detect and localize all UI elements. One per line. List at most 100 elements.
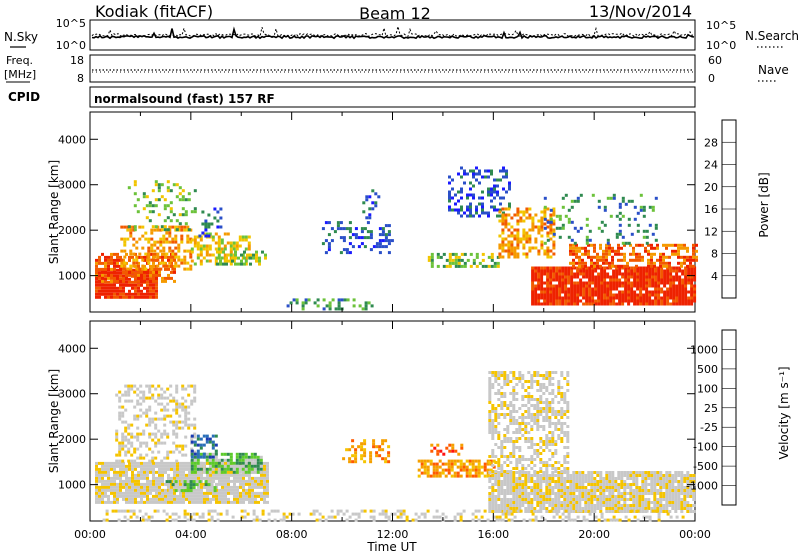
velocity-cell [626,474,630,477]
power-cell [150,267,154,271]
velocity-cell [250,470,254,474]
power-cell [146,270,149,274]
velocity-cell [542,407,546,410]
velocity-cell [172,423,176,427]
velocity-cell [515,501,519,504]
velocity-cell [193,387,197,391]
power-cell [122,276,125,280]
power-cell [170,261,173,265]
velocity-cell [539,501,543,504]
velocity-cell [149,485,152,489]
velocity-cell [632,507,636,510]
power-cell [639,275,643,279]
velocity-cell [98,491,101,495]
velocity-cell [448,443,452,447]
velocity-cell [115,432,119,436]
power-cell [184,213,188,217]
velocity-cell [545,371,549,374]
power-cell [110,286,113,290]
power-cell [543,196,547,200]
velocity-cell [211,455,215,459]
velocity-cell [545,510,549,513]
velocity-cell [521,480,525,483]
velocity-cell [191,476,194,480]
power-cell [543,249,547,253]
power-cell [543,210,547,214]
velocity-cell [197,476,200,480]
power-cell [654,302,658,306]
velocity-cell [551,486,555,489]
power-cell [630,266,634,270]
velocity-cell [224,476,227,480]
velocity-cell [512,507,516,510]
velocity-cell [500,498,504,501]
power-cell [603,266,607,270]
power-cell [137,270,140,274]
velocity-cell [527,492,531,495]
power-cell [531,275,535,279]
power-cell [633,302,637,306]
velocity-cell [635,486,639,489]
power-cell [603,284,607,288]
velocity-cell [205,458,209,462]
velocity-cell [110,479,113,483]
power-cell [202,247,206,251]
velocity-cell [238,452,242,456]
velocity-cell [101,461,104,465]
power-cell [205,232,209,236]
velocity-cell [233,488,236,492]
velocity-cell [140,470,143,474]
velocity-cell [163,417,167,421]
power-cell [339,236,343,240]
power-cell [564,272,568,276]
velocity-cell [587,507,591,510]
power-cell [621,266,625,270]
velocity-cell [614,501,618,504]
velocity-cell [483,468,487,472]
power-cell [116,258,119,262]
velocity-cell [674,495,678,498]
power-cell [540,275,544,279]
velocity-cell [662,480,666,483]
power-cell [639,208,643,212]
power-cell [684,266,688,270]
velocity-cell [227,485,230,489]
velocity-cell [459,474,463,478]
power-cell [208,244,212,248]
power-cell [606,275,610,279]
power-cell [177,225,181,229]
velocity-cell [656,483,660,486]
power-cell [597,205,601,209]
power-cell [472,184,475,188]
velocity-cell [494,371,498,374]
velocity-cell [146,470,149,474]
velocity-cell [602,480,606,483]
power-cell [609,296,613,300]
power-cell [636,211,640,215]
velocity-cell [360,442,364,446]
velocity-cell [497,392,501,395]
velocity-cell [164,491,167,495]
power-cell [636,287,640,291]
velocity-cell [152,488,155,492]
power-cell [104,289,107,293]
power-cell [690,284,694,288]
velocity-cell [193,452,197,456]
power-cell [672,302,676,306]
velocity-cell [142,399,146,403]
velocity-cell [208,455,212,459]
velocity-cell [130,441,134,445]
velocity-cell [527,401,531,404]
power-cell [620,258,623,262]
velocity-cell [266,491,269,495]
power-cell [543,226,547,230]
velocity-cell [614,495,618,498]
velocity-cell [179,488,182,492]
power-cell [540,278,544,282]
power-cell [662,261,665,265]
power-cell [160,183,164,187]
cpid-text: normalsound (fast) 157 RF [94,92,275,106]
power-cell [642,296,646,300]
velocity-cell [641,495,645,498]
velocity-cell [497,483,501,486]
